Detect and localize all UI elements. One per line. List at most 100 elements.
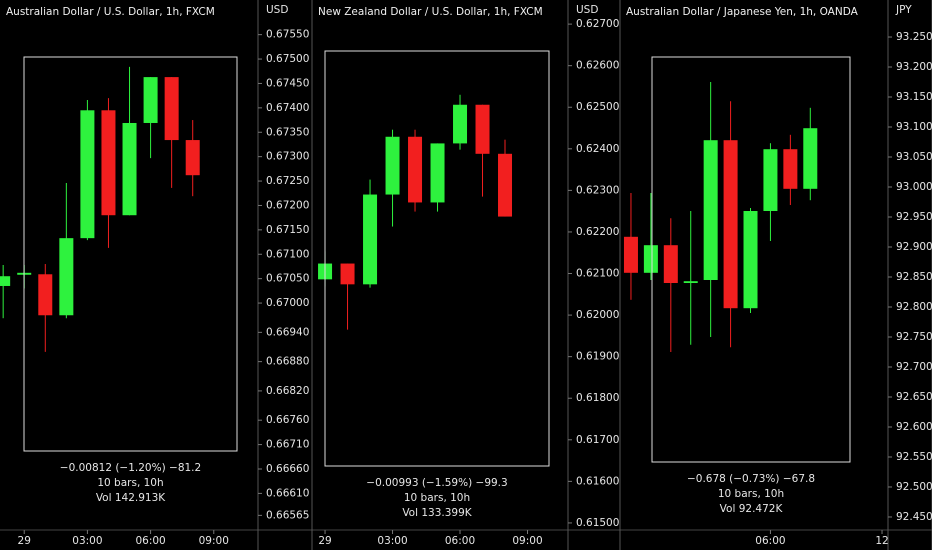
- measure-label: 10 bars, 10h: [97, 477, 163, 489]
- y-tick-label: 0.66660: [266, 463, 309, 475]
- candle-body: [803, 128, 818, 189]
- y-tick-label: 0.67200: [266, 199, 309, 211]
- chart-title: New Zealand Dollar / U.S. Dollar, 1h, FX…: [318, 6, 543, 18]
- y-tick-label: 92.650: [896, 391, 932, 403]
- measure-box: [651, 56, 851, 463]
- axis-unit-label: JPY: [895, 4, 912, 16]
- measure-box: [324, 50, 550, 467]
- y-tick-label: 92.950: [896, 211, 932, 223]
- x-tick-label: 06:00: [135, 535, 165, 547]
- y-tick-label: 0.61900: [576, 351, 619, 363]
- measure-label: Vol 142.913K: [96, 492, 166, 504]
- y-tick-label: 92.700: [896, 361, 932, 373]
- y-tick-label: 0.62600: [576, 60, 619, 72]
- chart-title: Australian Dollar / U.S. Dollar, 1h, FXC…: [6, 6, 215, 18]
- measure-label: Vol 92.472K: [720, 503, 784, 515]
- measure-label: −0.00812 (−1.20%) −81.2: [60, 462, 201, 474]
- candle-body: [623, 236, 638, 273]
- x-tick-label: 29: [318, 535, 331, 547]
- x-tick-label: 03:00: [377, 535, 407, 547]
- y-tick-label: 92.800: [896, 301, 932, 313]
- y-tick-label: 0.67300: [266, 151, 309, 163]
- y-tick-label: 0.62100: [576, 268, 619, 280]
- y-tick-label: 92.750: [896, 331, 932, 343]
- y-tick-label: 0.62300: [576, 184, 619, 196]
- candle-body: [59, 238, 74, 316]
- candle-body: [408, 136, 423, 203]
- measure-label: 10 bars, 10h: [718, 488, 784, 500]
- x-tick-label: 06:00: [755, 535, 785, 547]
- y-tick-label: 0.67450: [266, 77, 309, 89]
- y-tick-label: 0.62500: [576, 101, 619, 113]
- y-tick-label: 92.550: [896, 451, 932, 463]
- candle-body: [340, 263, 355, 285]
- candle-body: [164, 77, 179, 141]
- axis-unit-label: USD: [266, 4, 288, 16]
- measure-label: −0.00993 (−1.59%) −99.3: [366, 477, 507, 489]
- y-tick-label: 93.050: [896, 151, 932, 163]
- y-tick-label: 0.67500: [266, 53, 309, 65]
- y-tick-label: 92.900: [896, 241, 932, 253]
- y-tick-label: 0.61500: [576, 517, 619, 529]
- candle-body: [430, 143, 445, 203]
- y-tick-label: 0.67400: [266, 102, 309, 114]
- measure-label: Vol 133.399K: [402, 507, 472, 519]
- x-tick-label: 29: [18, 535, 31, 547]
- y-tick-label: 0.62200: [576, 226, 619, 238]
- candle-body: [363, 194, 378, 285]
- y-tick-label: 92.450: [896, 511, 932, 523]
- candle-body: [498, 153, 513, 217]
- y-tick-label: 0.62400: [576, 143, 619, 155]
- y-tick-label: 0.67350: [266, 126, 309, 138]
- candle-body: [0, 276, 11, 286]
- y-tick-label: 92.850: [896, 271, 932, 283]
- y-tick-label: 0.61700: [576, 434, 619, 446]
- chart-title: Australian Dollar / Japanese Yen, 1h, OA…: [626, 6, 859, 18]
- x-tick-label: 03:00: [72, 535, 102, 547]
- y-tick-label: 0.66760: [266, 414, 309, 426]
- y-tick-label: 0.62700: [576, 18, 619, 30]
- candle-body: [38, 274, 53, 316]
- candle-body: [683, 281, 698, 283]
- y-tick-label: 0.67250: [266, 175, 309, 187]
- y-tick-label: 93.150: [896, 91, 932, 103]
- y-tick-label: 0.61600: [576, 475, 619, 487]
- y-tick-label: 93.100: [896, 121, 932, 133]
- y-tick-label: 0.66610: [266, 487, 309, 499]
- y-tick-label: 0.61800: [576, 392, 619, 404]
- y-tick-label: 0.67000: [266, 297, 309, 309]
- y-tick-label: 0.66820: [266, 385, 309, 397]
- y-tick-label: 93.250: [896, 31, 932, 43]
- candle-body: [80, 110, 95, 239]
- y-tick-label: 93.000: [896, 181, 932, 193]
- measure-box: [23, 56, 238, 452]
- candle-body: [703, 140, 718, 280]
- x-tick-label: 06:00: [445, 535, 475, 547]
- candle-body: [783, 149, 798, 189]
- y-tick-label: 0.66710: [266, 439, 309, 451]
- x-tick-label: 12: [875, 535, 888, 547]
- candle-body: [763, 149, 778, 212]
- candle-body: [185, 140, 200, 176]
- axis-unit-label: USD: [576, 4, 598, 16]
- candle-body: [385, 136, 400, 195]
- candle-body: [663, 245, 678, 283]
- candle-body: [101, 110, 116, 216]
- y-tick-label: 93.200: [896, 61, 932, 73]
- y-tick-label: 0.66880: [266, 356, 309, 368]
- y-tick-label: 0.67100: [266, 248, 309, 260]
- y-tick-label: 0.66565: [266, 509, 309, 521]
- candle-body: [475, 104, 490, 154]
- measure-label: 10 bars, 10h: [404, 492, 470, 504]
- candle-body: [122, 122, 137, 216]
- x-tick-label: 09:00: [512, 535, 542, 547]
- y-tick-label: 0.66940: [266, 326, 309, 338]
- candle-body: [743, 211, 758, 309]
- y-tick-label: 0.67550: [266, 29, 309, 41]
- measure-label: −0.678 (−0.73%) −67.8: [687, 473, 815, 485]
- y-tick-label: 92.500: [896, 481, 932, 493]
- candle-body: [643, 245, 658, 273]
- y-tick-label: 92.600: [896, 421, 932, 433]
- candle-body: [723, 140, 738, 309]
